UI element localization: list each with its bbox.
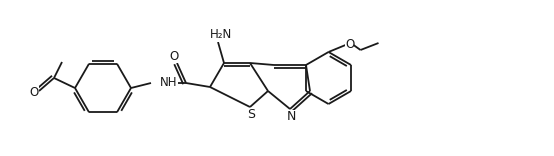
Text: H₂N: H₂N [210,29,232,41]
Text: NH: NH [160,76,177,88]
Text: N: N [286,110,296,122]
Text: S: S [247,107,255,120]
Text: O: O [29,85,39,98]
Text: O: O [345,37,354,51]
Text: O: O [170,49,178,63]
